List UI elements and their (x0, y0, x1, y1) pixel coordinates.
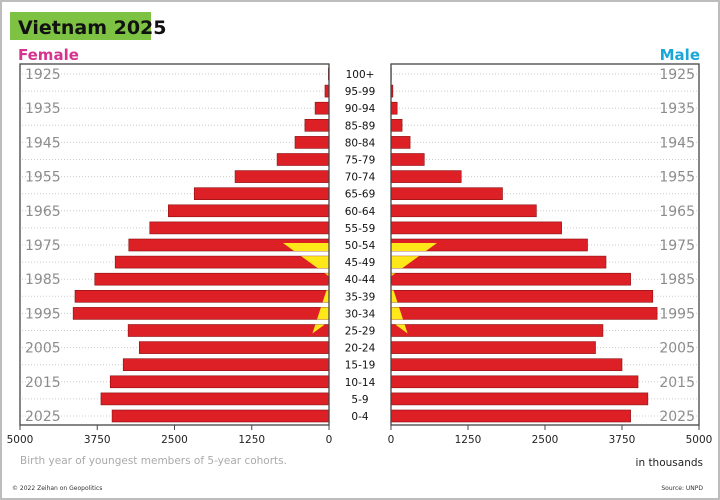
age-group-label: 25-29 (345, 326, 376, 338)
female-bar-55-59 (149, 221, 330, 235)
age-group-label: 85-89 (345, 120, 376, 132)
footnote: Birth year of youngest members of 5-year… (20, 455, 287, 467)
birth-year-label-right: 1955 (659, 170, 695, 186)
male-bar-20-24 (390, 341, 596, 354)
female-bar-90-94 (314, 101, 330, 115)
female-tick-label: 5000 (7, 434, 34, 446)
age-group-label: 30-34 (345, 308, 376, 320)
female-bar-5-9 (100, 392, 330, 406)
male-bar-65-69 (390, 187, 503, 200)
age-group-label: 45-49 (345, 257, 376, 269)
female-tick-label: 0 (326, 434, 333, 446)
male-tick-label: 5000 (686, 434, 713, 446)
female-tick-label: 1250 (238, 434, 265, 446)
male-bar-25-29 (390, 324, 604, 337)
male-bar-5-9 (390, 392, 649, 406)
age-group-label: 40-44 (345, 274, 376, 286)
female-bar-0-4 (111, 409, 330, 423)
female-bar-70-74 (234, 170, 330, 183)
male-bar-55-59 (390, 221, 562, 235)
birth-year-label-left: 1935 (25, 101, 61, 117)
birth-year-label-right: 1975 (659, 238, 695, 254)
female-bar-25-29 (127, 324, 330, 337)
birth-year-label-left: 1925 (25, 67, 61, 83)
age-group-label: 0-4 (351, 411, 368, 423)
male-bar-80-84 (390, 136, 411, 149)
male-bar-40-44 (390, 272, 631, 286)
male-bar-90-94 (390, 101, 398, 115)
female-bar-65-69 (193, 187, 330, 200)
age-group-label: 15-19 (345, 360, 376, 372)
chart-title: Vietnam 2025 (18, 17, 167, 39)
birth-year-label-right: 2005 (659, 341, 695, 357)
birth-year-label-left: 2025 (25, 409, 61, 425)
birth-year-label-left: 1985 (25, 272, 61, 288)
birth-year-label-left: 2005 (25, 341, 61, 357)
female-label: Female (18, 46, 79, 64)
male-bar-60-64 (390, 204, 537, 218)
age-group-label: 90-94 (345, 103, 376, 115)
male-tick-label: 3750 (609, 434, 636, 446)
female-bar-85-89 (304, 119, 330, 132)
title-background (10, 12, 151, 40)
birth-year-label-right: 2015 (659, 375, 695, 391)
birth-year-label-right: 1965 (659, 204, 695, 220)
birth-year-label-right: 1995 (659, 306, 695, 322)
female-bar-80-84 (294, 136, 330, 149)
female-bar-40-44 (94, 272, 330, 286)
female-bar-15-19 (122, 358, 330, 372)
age-group-label: 20-24 (345, 343, 376, 355)
age-group-label: 75-79 (345, 155, 376, 167)
birth-year-label-right: 1925 (659, 67, 695, 83)
age-group-label: 10-14 (345, 377, 376, 389)
age-group-label: 60-64 (345, 206, 376, 218)
age-group-label: 65-69 (345, 189, 376, 201)
male-bar-10-14 (390, 375, 639, 389)
birth-year-label-right: 1945 (659, 135, 695, 151)
male-tick-label: 2500 (532, 434, 559, 446)
male-bar-70-74 (390, 170, 462, 183)
birth-year-label-left: 1955 (25, 170, 61, 186)
male-bar-15-19 (390, 358, 623, 372)
male-tick-label: 0 (388, 434, 395, 446)
age-group-label: 100+ (346, 69, 375, 81)
female-bar-75-79 (276, 153, 330, 166)
female-bar-45-49 (114, 255, 330, 269)
female-tick-label: 3750 (84, 434, 111, 446)
birth-year-label-right: 1935 (659, 101, 695, 117)
source: Source: UNPD (661, 485, 703, 492)
female-bar-60-64 (168, 204, 330, 218)
birth-year-label-left: 1995 (25, 306, 61, 322)
age-group-label: 95-99 (345, 86, 376, 98)
female-tick-label: 2500 (161, 434, 188, 446)
male-bar-30-34 (390, 307, 658, 320)
age-group-label: 5-9 (351, 394, 368, 406)
birth-year-label-right: 2025 (659, 409, 695, 425)
age-group-label: 70-74 (345, 172, 376, 184)
male-tick-label: 1250 (455, 434, 482, 446)
birth-year-label-left: 1965 (25, 204, 61, 220)
female-bar-30-34 (72, 307, 330, 320)
copyright: © 2022 Zeihan on Geopolitics (12, 485, 102, 492)
male-bar-0-4 (390, 409, 631, 423)
age-group-label: 35-39 (345, 291, 376, 303)
age-group-label: 55-59 (345, 223, 376, 235)
female-bar-35-39 (74, 289, 330, 303)
birth-year-label-left: 1945 (25, 135, 61, 151)
unit-label: in thousands (636, 457, 703, 469)
age-group-label: 50-54 (345, 240, 376, 252)
male-bar-85-89 (390, 119, 403, 132)
female-bar-10-14 (109, 375, 330, 389)
male-label: Male (660, 46, 700, 64)
male-bar-35-39 (390, 289, 654, 303)
age-group-label: 80-84 (345, 137, 376, 149)
birth-year-label-left: 2015 (25, 375, 61, 391)
birth-year-label-left: 1975 (25, 238, 61, 254)
male-bar-45-49 (390, 255, 607, 269)
birth-year-label-right: 1985 (659, 272, 695, 288)
female-bar-20-24 (138, 341, 330, 354)
male-bar-75-79 (390, 153, 425, 166)
